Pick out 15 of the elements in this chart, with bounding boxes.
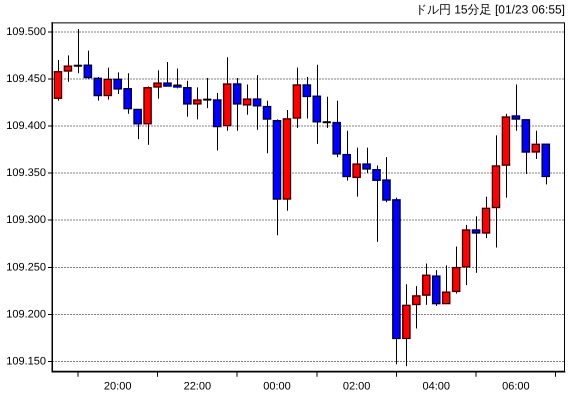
x-tick-label: 02:00	[342, 380, 370, 392]
y-tick-label: 109.250	[6, 261, 46, 274]
y-tick-label: 109.450	[6, 72, 46, 85]
y-tick-label: 109.500	[6, 26, 46, 38]
chart-title: ドル円 15分足 [01/23 06:55]	[414, 2, 565, 17]
x-tick-label: 04:00	[422, 380, 450, 392]
x-tick-label: 20:00	[104, 380, 132, 392]
x-tick-label: 00:00	[263, 380, 291, 392]
y-tick-label: 109.200	[6, 308, 46, 320]
x-tick-label: 06:00	[502, 380, 530, 392]
y-tick-label: 109.400	[6, 120, 46, 132]
y-tick-label: 109.300	[6, 214, 46, 226]
x-tick-label: 22:00	[184, 380, 212, 392]
y-tick-label: 109.150	[6, 355, 46, 368]
y-tick-label: 109.350	[6, 167, 46, 180]
